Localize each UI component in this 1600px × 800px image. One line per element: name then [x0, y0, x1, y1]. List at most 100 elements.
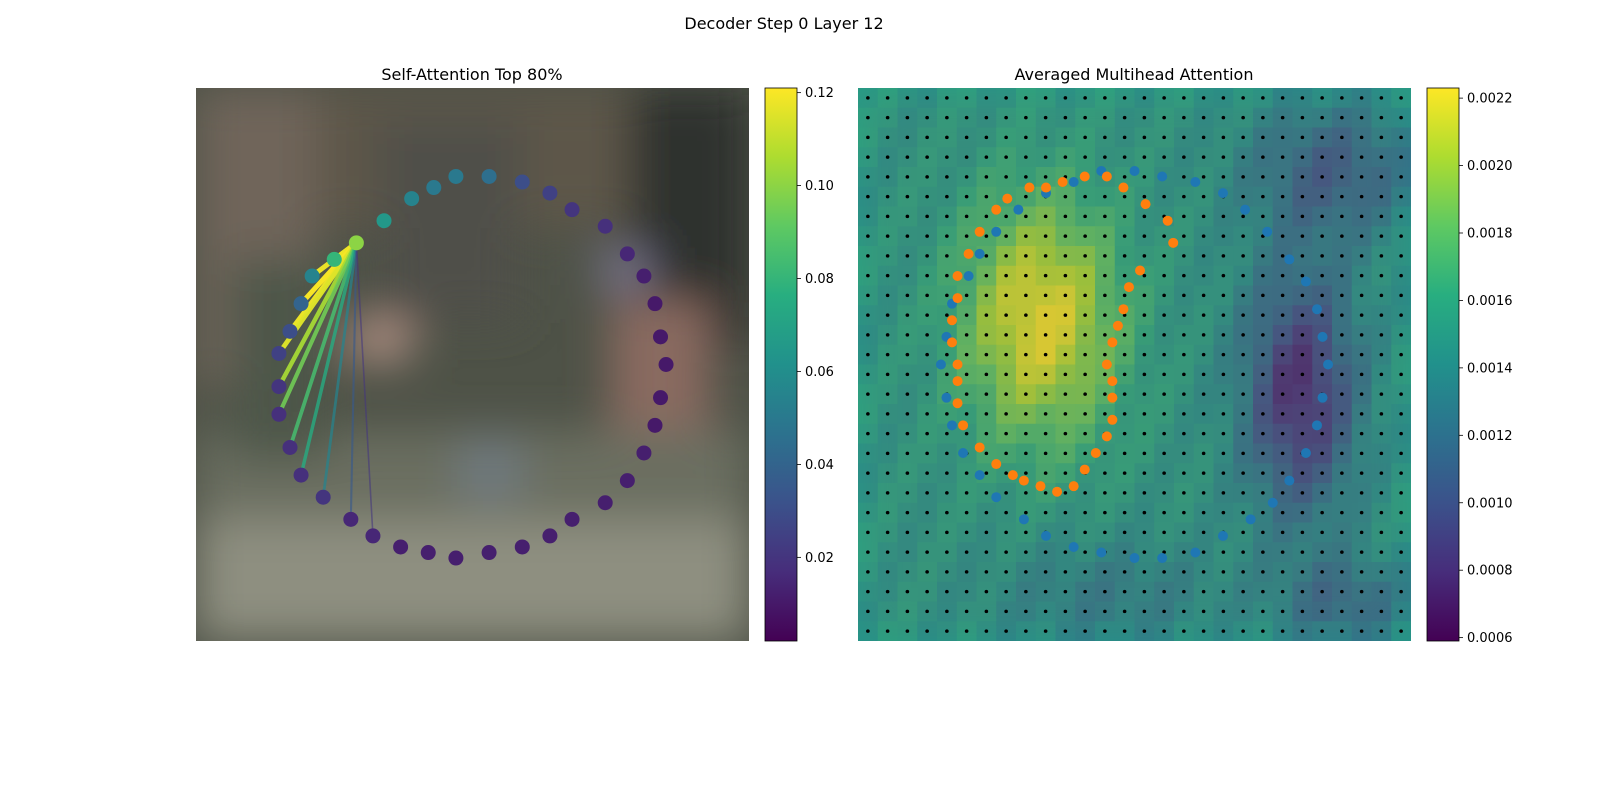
- series-point: [958, 447, 969, 458]
- contour-point: [481, 168, 497, 184]
- grid-dot: [1122, 293, 1127, 298]
- grid-dot: [1359, 254, 1364, 258]
- grid-dot: [1241, 629, 1245, 633]
- grid-dot: [905, 589, 910, 594]
- grid-dot: [1103, 155, 1107, 159]
- grid-dot: [1300, 214, 1305, 219]
- grid-dot: [1142, 629, 1147, 633]
- grid-dot: [1024, 530, 1028, 535]
- colorbar-tick-label: 0.0020: [1467, 159, 1513, 174]
- grid-dot: [1024, 491, 1028, 495]
- series-point: [1002, 193, 1013, 204]
- grid-dot: [1122, 471, 1127, 475]
- grid-dot: [1182, 352, 1186, 357]
- grid-dot: [1399, 589, 1403, 594]
- grid-dot: [1182, 491, 1186, 495]
- colorbar-tick-label: 0.12: [805, 86, 834, 101]
- colorbar-tick-label: 0.0012: [1467, 429, 1513, 444]
- grid-dot: [1182, 194, 1186, 199]
- grid-dot: [905, 273, 910, 278]
- self-attention-panel: Self-Attention Top 80% 0.020.040.060: [196, 65, 834, 642]
- grid-dot: [1261, 333, 1265, 337]
- contour-point: [404, 191, 420, 207]
- series-point: [1118, 304, 1129, 315]
- grid-dot: [1221, 609, 1226, 614]
- grid-dot: [1083, 570, 1087, 574]
- grid-dot: [1004, 155, 1008, 159]
- grid-dot: [1300, 352, 1305, 357]
- attention-link: [299, 241, 359, 477]
- grid-dot: [905, 451, 910, 456]
- grid-dot: [1261, 609, 1265, 614]
- grid-dot: [1261, 589, 1265, 594]
- grid-dot: [1379, 471, 1384, 475]
- left-background-image: [196, 88, 749, 641]
- grid-dot: [1201, 491, 1206, 495]
- grid-dot: [964, 609, 969, 614]
- series-point: [952, 376, 963, 387]
- grid-dot: [1320, 254, 1324, 258]
- grid-dot: [1359, 570, 1364, 574]
- grid-dot: [1024, 550, 1028, 554]
- grid-dot: [885, 629, 890, 633]
- grid-dot: [925, 313, 929, 317]
- grid-dot: [1379, 214, 1384, 219]
- grid-dot: [1122, 194, 1127, 199]
- grid-dot: [1379, 135, 1384, 140]
- grid-dot: [1103, 392, 1107, 396]
- grid-dot: [1300, 412, 1305, 416]
- grid-dot: [1142, 214, 1147, 219]
- grid-dot: [1340, 155, 1344, 159]
- grid-dot: [1162, 392, 1166, 396]
- grid-dot: [1103, 609, 1107, 614]
- grid-dot: [1201, 471, 1206, 475]
- grid-dot: [1300, 175, 1305, 179]
- series-point: [1157, 553, 1168, 564]
- grid-dot: [1162, 194, 1166, 199]
- grid-dot: [945, 550, 949, 554]
- grid-dot: [984, 510, 989, 515]
- grid-dot: [1201, 313, 1206, 317]
- series-point: [952, 271, 963, 282]
- colorbar-tick-label: 0.02: [805, 551, 834, 566]
- grid-dot: [964, 175, 969, 179]
- grid-dot: [1241, 214, 1245, 219]
- series-point: [947, 420, 958, 431]
- grid-dot: [945, 609, 949, 614]
- grid-dot: [866, 372, 870, 377]
- contour-point: [647, 417, 663, 433]
- grid-dot: [1103, 530, 1107, 535]
- grid-dot: [1399, 471, 1403, 475]
- grid-dot: [1024, 609, 1028, 614]
- grid-dot: [945, 313, 949, 317]
- grid-dot: [1122, 115, 1127, 120]
- grid-dot: [1083, 589, 1087, 594]
- series-point: [1057, 177, 1068, 188]
- grid-dot: [925, 451, 929, 456]
- grid-dot: [1261, 115, 1265, 120]
- grid-dot: [1182, 175, 1186, 179]
- grid-dot: [1043, 175, 1048, 179]
- grid-dot: [1004, 589, 1008, 594]
- grid-dot: [1182, 530, 1186, 535]
- contour-point: [636, 268, 652, 284]
- contour-point: [448, 550, 464, 566]
- grid-dot: [1162, 135, 1166, 140]
- grid-dot: [1340, 194, 1344, 199]
- grid-dot: [905, 175, 910, 179]
- series-point: [1284, 475, 1295, 486]
- contour-point: [542, 185, 558, 201]
- grid-dot: [1379, 273, 1384, 278]
- series-point: [1052, 486, 1063, 497]
- grid-dot: [866, 629, 870, 633]
- grid-dot: [1142, 254, 1147, 258]
- grid-dot: [925, 550, 929, 554]
- grid-dot: [945, 96, 949, 100]
- grid-dot: [905, 115, 910, 120]
- grid-dot: [1004, 491, 1008, 495]
- grid-dot: [1320, 155, 1324, 159]
- grid-dot: [1221, 135, 1226, 140]
- grid-dot: [1201, 392, 1206, 396]
- series-point: [952, 398, 963, 409]
- grid-dot: [1063, 333, 1068, 337]
